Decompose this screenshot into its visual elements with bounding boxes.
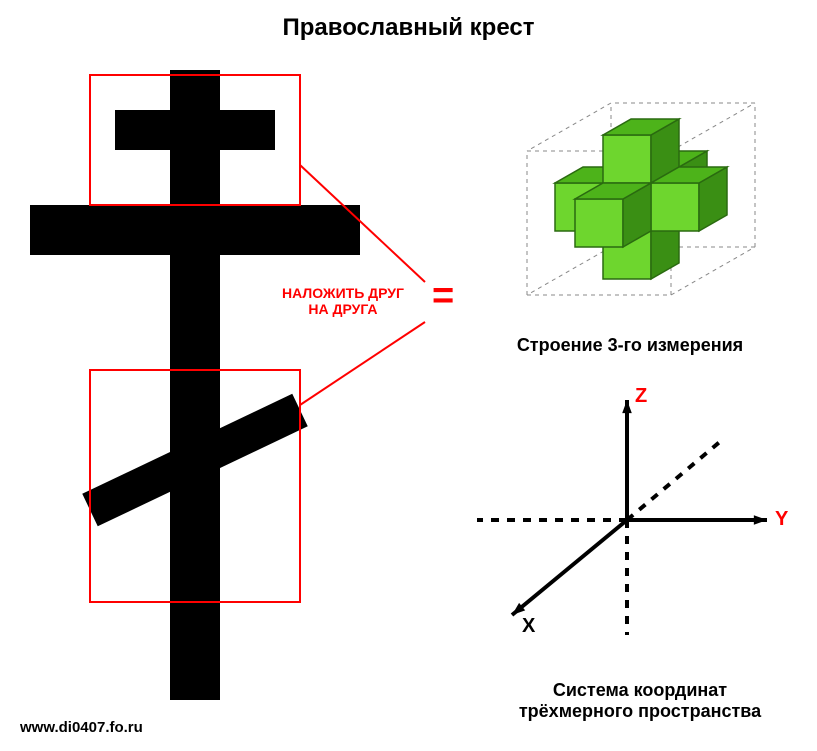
cube-caption: Строение 3-го измерения bbox=[480, 335, 780, 356]
axis-label-z: Z bbox=[635, 385, 647, 408]
axis-label-x: X bbox=[522, 615, 535, 638]
connector-line-bottom bbox=[300, 322, 425, 405]
axes-caption: Система координат трёхмерного пространст… bbox=[480, 680, 800, 722]
cube-svg bbox=[437, 60, 787, 350]
cross-svg bbox=[20, 70, 440, 710]
footer-url: www.di0407.fo.ru bbox=[20, 719, 143, 736]
overlay-line1: НАЛОЖИТЬ ДРУГ bbox=[282, 285, 404, 301]
overlay-line2: НА ДРУГА bbox=[308, 301, 377, 317]
cross-top-bar bbox=[115, 110, 275, 150]
axis-label-y: Y bbox=[775, 508, 788, 531]
overlay-instruction-text: НАЛОЖИТЬ ДРУГ НА ДРУГА bbox=[282, 285, 404, 317]
cube-3d-diagram bbox=[437, 60, 787, 350]
cross-main-bar bbox=[30, 205, 360, 255]
axes-svg bbox=[437, 380, 787, 660]
axes-caption-line1: Система координат bbox=[553, 680, 727, 700]
axes-caption-line2: трёхмерного пространства bbox=[519, 701, 761, 721]
page-title: Православный крест bbox=[0, 14, 817, 42]
cross-vertical-bar bbox=[170, 70, 220, 700]
orthodox-cross-diagram bbox=[20, 70, 400, 710]
axes-diagram bbox=[437, 380, 787, 660]
